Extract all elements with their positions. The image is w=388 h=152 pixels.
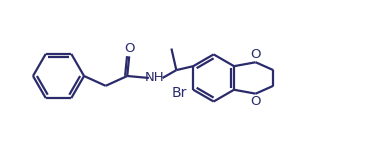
Text: NH: NH <box>145 71 165 85</box>
Text: O: O <box>250 48 261 61</box>
Text: O: O <box>250 95 261 108</box>
Text: Br: Br <box>172 86 187 100</box>
Text: O: O <box>124 42 135 55</box>
